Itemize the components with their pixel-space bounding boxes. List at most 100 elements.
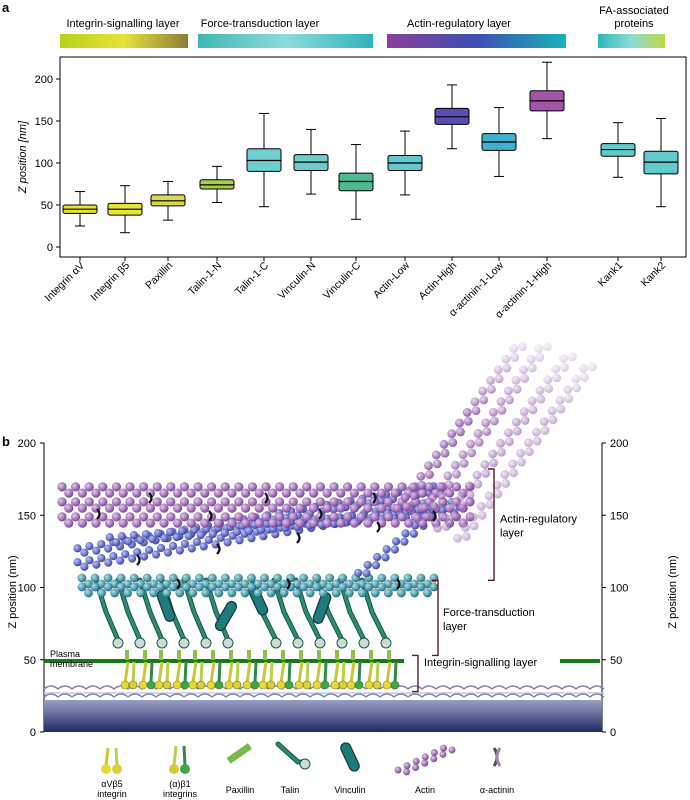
header-bar-actin bbox=[387, 34, 566, 48]
actin-bead bbox=[363, 518, 373, 528]
actin-bead bbox=[179, 497, 190, 507]
legend-actin-icon bbox=[439, 750, 447, 758]
actin-bead bbox=[305, 588, 315, 598]
actin-bead bbox=[460, 523, 470, 533]
actin-bead bbox=[322, 503, 332, 513]
integrin-stalk bbox=[235, 661, 240, 684]
actin-bead bbox=[168, 541, 178, 551]
header-bar-fa bbox=[598, 34, 665, 48]
boxplot-x-label: Kank1 bbox=[596, 260, 626, 290]
actin-bead bbox=[356, 497, 366, 507]
actin-bead bbox=[444, 488, 455, 498]
actin-bead bbox=[456, 491, 466, 501]
actin-bead bbox=[77, 573, 87, 583]
actin-bead bbox=[57, 512, 67, 522]
actin-filament-low bbox=[77, 582, 439, 598]
actin-bead bbox=[403, 582, 413, 592]
actin-bead bbox=[193, 512, 203, 522]
actin-bead bbox=[504, 437, 514, 447]
actin-bead bbox=[376, 503, 387, 513]
actin-bead bbox=[220, 482, 230, 492]
legend-actin-icon bbox=[421, 759, 429, 767]
actin-bead bbox=[111, 482, 122, 492]
actin-bead bbox=[118, 518, 128, 528]
actin-bead bbox=[149, 588, 159, 598]
actin-bead bbox=[129, 530, 139, 540]
alpha-actinin bbox=[432, 510, 437, 522]
actin-bead bbox=[136, 536, 145, 545]
actin-bead bbox=[77, 582, 87, 592]
actin-bead bbox=[417, 480, 427, 490]
actin-bead bbox=[349, 518, 360, 528]
actin-bead bbox=[103, 544, 113, 553]
actin-bead bbox=[455, 427, 465, 437]
actin-bead bbox=[138, 482, 149, 492]
actin-bead bbox=[440, 513, 450, 523]
integrin-stalk bbox=[149, 661, 154, 684]
substrate bbox=[44, 700, 602, 732]
alpha-actinin bbox=[208, 510, 213, 522]
actin-bead bbox=[103, 573, 113, 583]
actin-bead bbox=[207, 573, 217, 583]
integrin-head bbox=[372, 680, 382, 690]
actin-bead bbox=[484, 491, 494, 501]
actin-bead bbox=[370, 588, 380, 598]
actin-bead bbox=[166, 482, 176, 492]
actin-bead bbox=[206, 482, 217, 492]
actin-bead bbox=[370, 482, 380, 492]
actin-bead bbox=[322, 518, 332, 528]
legend-label: α-actinin bbox=[480, 785, 514, 795]
actin-bead bbox=[142, 582, 152, 592]
legend-actin-icon bbox=[430, 748, 438, 757]
actin-filament-high bbox=[57, 512, 475, 528]
integrin-head bbox=[242, 680, 252, 690]
actin-bead bbox=[260, 582, 270, 592]
actin-bead bbox=[523, 438, 533, 448]
actin-bead bbox=[435, 481, 445, 491]
actin-bead bbox=[165, 527, 175, 537]
integrin bbox=[242, 650, 260, 690]
integrin-head bbox=[232, 680, 242, 690]
actin-bead bbox=[422, 588, 432, 598]
box--actinin-1-low bbox=[481, 107, 517, 261]
box-integrin-5 bbox=[107, 185, 143, 261]
integrin bbox=[346, 650, 364, 690]
actin-bead bbox=[468, 512, 478, 522]
actin-bead bbox=[453, 533, 463, 543]
actin-bead bbox=[268, 518, 278, 528]
legend-actin-icon bbox=[402, 768, 411, 776]
legend-actin-icon bbox=[430, 755, 438, 763]
actin-bead bbox=[336, 503, 346, 513]
actin-bead bbox=[364, 582, 374, 592]
actin-bead bbox=[166, 512, 176, 522]
actin-bead bbox=[496, 438, 506, 448]
actin-bead bbox=[187, 544, 197, 553]
actin-bead bbox=[338, 582, 348, 592]
actin-bead bbox=[104, 558, 113, 567]
legend-actin-icon bbox=[421, 753, 429, 761]
actin-bead bbox=[240, 503, 251, 513]
actin-bead bbox=[84, 497, 94, 507]
integrin-stalk bbox=[323, 661, 328, 684]
actin-bead bbox=[472, 470, 482, 480]
talin-head bbox=[178, 637, 190, 649]
integrin-stalk bbox=[245, 661, 252, 684]
legend-integrin-b1-icon bbox=[172, 745, 178, 767]
actin-bead bbox=[312, 573, 322, 583]
actin-bead bbox=[268, 488, 278, 498]
actin-bead bbox=[441, 521, 451, 531]
talin-head bbox=[336, 637, 348, 649]
actin-bead bbox=[138, 497, 149, 507]
actin-bead bbox=[400, 493, 410, 503]
box-talin-1-c bbox=[246, 112, 282, 261]
diagram-y-tick-label: 100 bbox=[610, 583, 628, 595]
actin-bead bbox=[531, 427, 541, 437]
panel-a-letter: a bbox=[2, 0, 10, 15]
header-bar-force bbox=[198, 34, 373, 48]
boxplot-y-label: Z position [nm] bbox=[17, 120, 29, 194]
actin-bead bbox=[467, 448, 477, 458]
actin-bead bbox=[118, 488, 128, 498]
actin-bead bbox=[116, 573, 126, 583]
integrin-head bbox=[320, 680, 330, 690]
actin-bead bbox=[432, 459, 442, 469]
